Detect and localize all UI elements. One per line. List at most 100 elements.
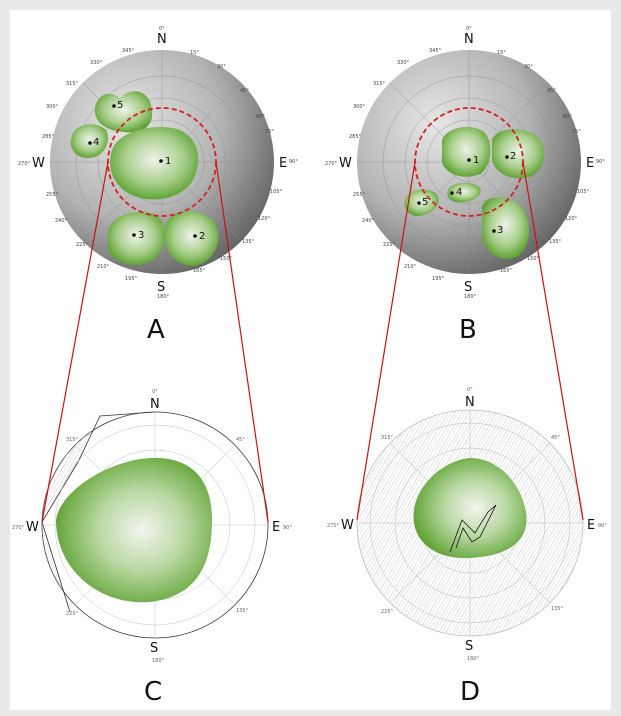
svg-text:165°: 165° <box>193 268 206 274</box>
point-label-2-b: 2 <box>510 151 516 162</box>
tick-90-c: 90° <box>283 525 292 531</box>
svg-text:345°: 345° <box>122 48 135 54</box>
point-marker-3-a <box>132 233 136 237</box>
north-label-b: N <box>464 32 474 47</box>
cluster-2-a <box>164 210 219 266</box>
tick-315-d: 315° <box>381 435 394 441</box>
point-label-5-a: 5 <box>117 100 123 111</box>
svg-text:315°: 315° <box>66 81 79 87</box>
svg-text:285°: 285° <box>349 134 362 140</box>
north-label-a: N <box>157 32 167 47</box>
svg-text:180°: 180° <box>464 294 477 300</box>
svg-text:270°: 270° <box>18 161 31 167</box>
point-marker-2-b <box>505 155 509 159</box>
svg-text:105°: 105° <box>577 189 590 195</box>
point-label-4-b: 4 <box>456 187 462 198</box>
west-label-d: W <box>341 518 354 533</box>
panel-b: 1 2 3 4 5 N E S W 0° 15° 30° 45° 60° 75°… <box>325 26 605 345</box>
svg-text:240°: 240° <box>55 218 68 224</box>
connector-a-right <box>215 161 269 523</box>
point-marker-4-a <box>88 141 92 145</box>
connector-a-left <box>41 161 109 523</box>
point-label-2-a: 2 <box>199 231 205 242</box>
svg-text:75°: 75° <box>572 129 581 135</box>
south-label-a: S <box>157 280 165 295</box>
svg-text:345°: 345° <box>429 48 442 54</box>
svg-text:330°: 330° <box>90 60 103 66</box>
panel-label-a: A <box>147 315 165 345</box>
point-marker-2-a <box>193 234 197 238</box>
svg-text:255°: 255° <box>46 192 59 198</box>
svg-text:270°: 270° <box>325 161 338 167</box>
point-label-1-a: 1 <box>165 156 171 167</box>
svg-text:330°: 330° <box>397 60 410 66</box>
trajectory-line-d <box>449 504 497 553</box>
connector-b-right <box>522 161 584 521</box>
panel-label-d: D <box>460 677 480 707</box>
east-label-a: E <box>279 156 287 171</box>
degree-ticks-b: 0° 15° 30° 45° 60° 75° 90° 105° 120° 135… <box>325 26 605 300</box>
point-marker-5-b <box>417 201 421 205</box>
svg-text:135°: 135° <box>549 239 562 245</box>
svg-text:180°: 180° <box>157 294 170 300</box>
point-marker-1-b <box>467 158 471 162</box>
tick-0-d: 0° <box>467 387 473 393</box>
south-label-d: S <box>465 639 473 654</box>
cluster-4-b <box>447 182 481 203</box>
point-label-5-b: 5 <box>422 197 428 208</box>
svg-text:165°: 165° <box>500 268 513 274</box>
tick-45-d: 45° <box>551 435 560 441</box>
tick-225-c: 225° <box>66 611 79 617</box>
south-label-c: S <box>150 641 158 656</box>
point-label-3-b: 3 <box>497 225 503 236</box>
tick-135-c: 135° <box>236 608 249 614</box>
svg-text:0°: 0° <box>466 26 472 32</box>
svg-text:255°: 255° <box>353 192 366 198</box>
point-marker-1-a <box>159 159 163 163</box>
svg-text:300°: 300° <box>46 104 59 110</box>
connector-b-left <box>356 161 416 521</box>
cluster-1-zoom-c <box>56 457 212 603</box>
svg-text:30°: 30° <box>524 64 533 70</box>
svg-text:300°: 300° <box>353 104 366 110</box>
cluster-4-a <box>70 124 108 158</box>
svg-text:45°: 45° <box>547 88 556 94</box>
svg-text:45°: 45° <box>240 88 249 94</box>
svg-text:150°: 150° <box>220 256 233 262</box>
svg-text:285°: 285° <box>42 134 55 140</box>
svg-text:90°: 90° <box>596 159 605 165</box>
point-marker-5-a <box>112 104 116 108</box>
north-label-d: N <box>465 395 475 410</box>
point-marker-4-b <box>450 191 454 195</box>
point-label-1-b: 1 <box>473 155 479 166</box>
svg-text:90°: 90° <box>289 159 298 165</box>
svg-text:0°: 0° <box>159 26 165 32</box>
tick-225-d: 225° <box>381 609 394 615</box>
point-label-4-a: 4 <box>93 137 99 148</box>
svg-text:15°: 15° <box>497 50 506 56</box>
degree-ticks-a: 0° 15° 30° 45° 60° 75° 90° 105° 120° 135… <box>18 26 298 300</box>
svg-text:210°: 210° <box>97 264 110 270</box>
svg-text:195°: 195° <box>432 276 445 282</box>
tick-45-c: 45° <box>236 437 245 443</box>
svg-text:210°: 210° <box>404 264 417 270</box>
svg-text:315°: 315° <box>373 81 386 87</box>
svg-text:75°: 75° <box>265 129 274 135</box>
svg-text:30°: 30° <box>217 64 226 70</box>
panel-d: N E S W 0° 45° 90° 135° 180° 225° 270° 3… <box>327 387 607 707</box>
svg-text:225°: 225° <box>383 242 396 248</box>
tick-135-d: 135° <box>551 606 564 612</box>
horizon-line-c <box>41 411 156 613</box>
point-marker-3-b <box>492 229 496 233</box>
panel-a: 1 2 3 4 5 N E S W 0° 15° 30° 45° 60° 75°… <box>18 26 298 345</box>
svg-text:135°: 135° <box>242 239 255 245</box>
tick-90-d: 90° <box>598 523 607 529</box>
obstruction-area-c <box>42 412 155 612</box>
west-label-b: W <box>339 156 352 171</box>
svg-text:240°: 240° <box>362 218 375 224</box>
panel-label-b: B <box>459 315 477 345</box>
cluster-1-zoom-d <box>413 458 527 559</box>
svg-text:120°: 120° <box>258 216 271 222</box>
cluster-1-a <box>110 126 199 200</box>
